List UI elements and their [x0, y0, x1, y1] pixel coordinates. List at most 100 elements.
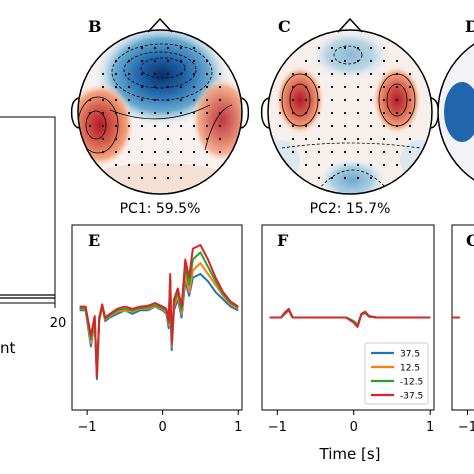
panel-f-x-ticks: −1 0 1 — [268, 410, 434, 435]
panel-letter-g: G — [466, 231, 474, 250]
series-line-e-37.5 — [79, 273, 239, 381]
sensor-dot — [101, 137, 105, 141]
sensor-dot — [369, 46, 373, 50]
topomap-c: C PC2: 15.7% — [260, 17, 440, 217]
sensor-dot — [304, 59, 308, 63]
panel-e-lines — [79, 244, 239, 381]
sensor-dot — [369, 137, 373, 141]
sensor-dot — [343, 72, 347, 76]
x-tick-label: −1 — [78, 420, 97, 435]
sensor-dot — [114, 124, 118, 128]
sensor-dot — [395, 72, 399, 76]
sensor-dot — [140, 137, 144, 141]
sensor-dot — [291, 72, 295, 76]
panel-letter-b: B — [88, 17, 102, 36]
sensor-dot — [343, 124, 347, 128]
sensor-dot — [291, 150, 295, 154]
sensor-dot — [291, 98, 295, 102]
sensor-dot — [166, 72, 170, 76]
sensor-dot — [179, 176, 183, 180]
sensor-dot — [166, 98, 170, 102]
sensor-dot — [382, 111, 386, 115]
sensor-dot — [330, 137, 334, 141]
sensor-dot — [330, 98, 334, 102]
sensor-dot — [317, 176, 321, 180]
sensor-dot — [278, 98, 282, 102]
sensor-dot — [179, 72, 183, 76]
sensor-dot — [166, 176, 170, 180]
sensor-dot — [356, 85, 360, 89]
sensor-dot — [140, 176, 144, 180]
sensor-dot — [304, 85, 308, 89]
sensor-dot — [395, 85, 399, 89]
sensor-dot — [153, 124, 157, 128]
sensor-dot — [330, 150, 334, 154]
sensor-dot — [101, 85, 105, 89]
sensor-dot — [205, 59, 209, 63]
sensor-dot — [205, 150, 209, 154]
sensor-dot — [330, 72, 334, 76]
sensor-dot — [179, 85, 183, 89]
sensor-dot — [317, 163, 321, 167]
panel-letter-e: E — [88, 231, 100, 250]
sensor-dot — [153, 59, 157, 63]
sensor-dot — [218, 85, 222, 89]
left-partial-panel: 20 nt — [0, 116, 67, 357]
sensor-dot — [317, 72, 321, 76]
sensor-dot — [343, 85, 347, 89]
sensor-dot — [369, 72, 373, 76]
sensor-dot — [114, 137, 118, 141]
sensor-dot — [304, 98, 308, 102]
sensor-dot — [218, 72, 222, 76]
sensor-dot — [153, 72, 157, 76]
sensor-dot — [395, 163, 399, 167]
sensor-dot — [291, 137, 295, 141]
topomap-d: D — [437, 17, 474, 194]
sensor-dot — [356, 137, 360, 141]
sensor-dot — [140, 111, 144, 115]
waveform-panel-e: −1 0 1 E — [71, 224, 243, 435]
x-tick-label: 0 — [350, 420, 358, 435]
sensor-dot — [218, 98, 222, 102]
sensor-dot — [179, 111, 183, 115]
sensor-dot — [140, 98, 144, 102]
sensor-dot — [218, 111, 222, 115]
sensor-dot — [304, 150, 308, 154]
sensor-dot — [369, 163, 373, 167]
sensor-dot — [395, 98, 399, 102]
sensor-dot — [369, 150, 373, 154]
sensor-dot — [101, 98, 105, 102]
left-panel-tick-label: 20 — [50, 316, 67, 331]
sensor-dot — [140, 46, 144, 50]
sensor-dot — [317, 46, 321, 50]
sensor-dot — [179, 150, 183, 154]
topomap-b: B PC1: 59.5% — [70, 17, 250, 217]
sensor-dot — [343, 163, 347, 167]
sensor-dot — [330, 163, 334, 167]
panel-f-frame — [261, 224, 435, 411]
sensor-dot — [166, 46, 170, 50]
sensor-dot — [304, 72, 308, 76]
sensor-dot — [192, 98, 196, 102]
sensor-dot — [278, 124, 282, 128]
sensor-dot — [408, 111, 412, 115]
x-axis-title: Time [s] — [319, 445, 381, 463]
sensor-dot — [88, 124, 92, 128]
legend-label: 37.5 — [400, 350, 420, 360]
sensor-dot — [127, 150, 131, 154]
panel-letter-f: F — [277, 231, 289, 250]
sensor-dot — [304, 111, 308, 115]
sensor-dot — [291, 124, 295, 128]
sensor-dot — [304, 137, 308, 141]
sensor-dot — [127, 163, 131, 167]
sensor-dot — [317, 59, 321, 63]
sensor-dot — [153, 137, 157, 141]
sensor-dot — [369, 111, 373, 115]
sensor-dot — [205, 111, 209, 115]
sensor-dot — [114, 111, 118, 115]
sensor-dot — [166, 111, 170, 115]
sensor-dot — [382, 163, 386, 167]
sensor-dot — [179, 163, 183, 167]
sensor-dot — [192, 59, 196, 63]
